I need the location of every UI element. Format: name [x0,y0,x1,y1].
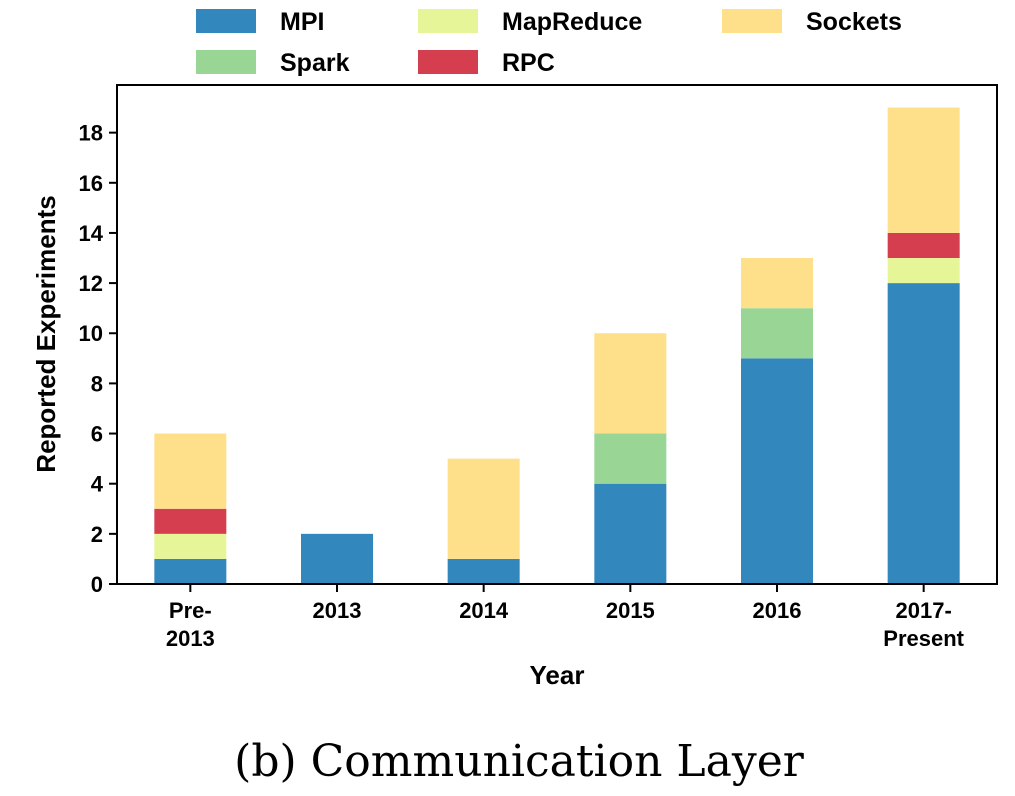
legend-label-mpi: MPI [280,8,324,36]
y-tick-label-12: 12 [79,271,103,296]
legend-label-rpc: RPC [502,49,555,77]
legend-swatch-rpc [418,50,478,74]
y-axis: 0 2 4 6 8 10 12 14 16 18 [79,121,117,597]
legend-swatch-mpi [196,9,256,33]
y-axis-label: Reported Experiments [31,195,61,472]
y-tick-label-10: 10 [79,321,103,346]
y-tick-label-8: 8 [91,371,103,396]
y-tick-label-0: 0 [91,572,103,597]
bar-rpc-5 [887,232,960,259]
bar-mpi-4 [741,358,813,584]
legend-swatch-sockets [722,9,782,33]
legend-label-spark: Spark [280,49,350,77]
y-tick-label-14: 14 [79,221,104,246]
y-tick-label-4: 4 [91,472,104,497]
bar-spark-4 [741,308,813,359]
bar-mpi-2 [447,558,520,584]
bar-sockets-5 [887,107,960,233]
x-tick-label-5: 2017-Present [883,598,964,651]
x-tick-label-4: 2016 [753,598,802,623]
x-tick-label-3: 2015 [606,598,655,623]
bar-spark-3 [594,433,667,484]
bar-mpi-3 [594,483,667,584]
x-tick-label-2: 2014 [459,598,509,623]
bar-mpi-5 [887,283,960,584]
bar-sockets-3 [594,333,667,434]
bar-sockets-2 [447,458,520,559]
legend-label-mapreduce: MapReduce [502,8,642,36]
y-tick-label-2: 2 [91,522,103,547]
bar-rpc-0 [154,508,227,534]
figure-caption: (b) Communication Layer [234,736,805,787]
bar-mapreduce-0 [154,533,227,559]
bar-mpi-1 [301,533,373,584]
bars [154,107,960,584]
legend-swatch-mapreduce [418,9,478,33]
x-axis-label: Year [530,660,585,690]
y-tick-label-6: 6 [91,422,103,447]
x-tick-label-1: 2013 [313,598,362,623]
legend: MPI MapReduce Sockets Spark RPC [196,8,902,77]
legend-label-sockets: Sockets [806,8,902,36]
bar-sockets-4 [741,258,813,309]
y-tick-label-16: 16 [79,171,103,196]
y-tick-label-18: 18 [79,121,103,146]
x-tick-label-0: Pre-2013 [166,598,215,651]
legend-swatch-spark [196,50,256,74]
bar-mapreduce-5 [887,258,960,284]
x-axis: Pre-2013 2013 2014 2015 2016 2017-Present [166,584,965,651]
plot-frame [116,84,998,585]
bar-mpi-0 [154,558,227,584]
bar-sockets-0 [154,433,227,509]
